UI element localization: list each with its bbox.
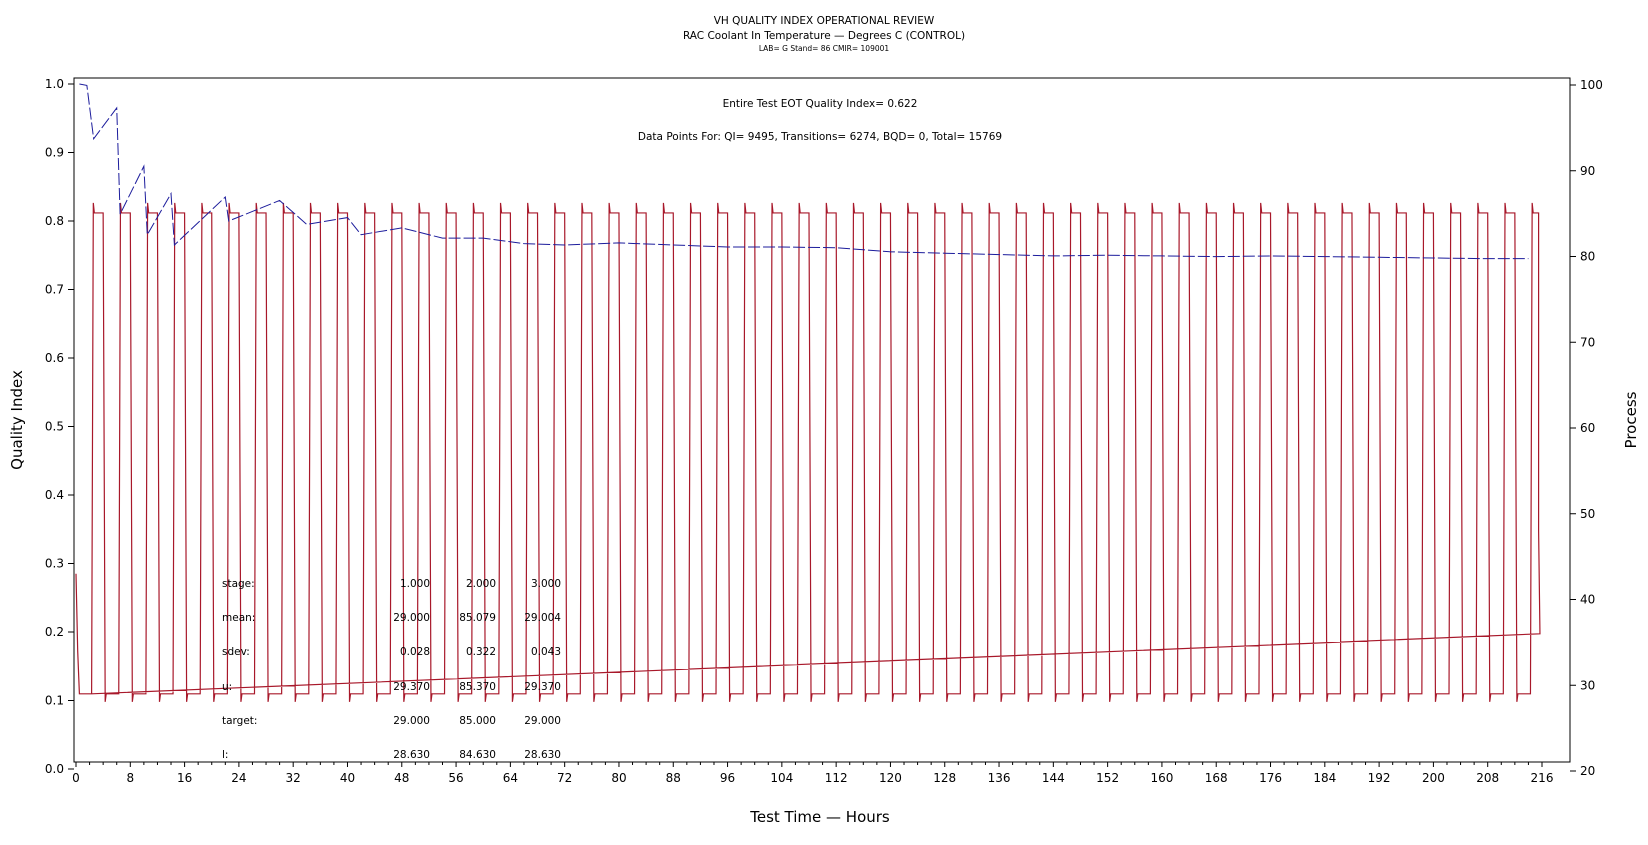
x-axis-label: Test Time — Hours: [749, 808, 890, 826]
data-points-annotation: Data Points For: QI= 9495, Transitions= …: [638, 131, 1002, 143]
y-right-tick-label: 20: [1580, 764, 1595, 778]
x-tick-label: 80: [611, 771, 626, 785]
x-tick-label: 56: [448, 771, 463, 785]
y-right-tick-label: 70: [1580, 335, 1595, 349]
stats-cell: 0.322: [466, 646, 496, 658]
stats-cell: 29.004: [524, 612, 561, 624]
x-tick-label: 144: [1042, 771, 1065, 785]
stats-row-label: l:: [222, 749, 228, 761]
y-left-tick-label: 0.3: [45, 557, 64, 571]
x-tick-label: 0: [72, 771, 80, 785]
x-tick-label: 96: [720, 771, 735, 785]
chart-subtitle: RAC Coolant In Temperature — Degrees C (…: [683, 30, 965, 42]
stats-cell: 85.079: [459, 612, 496, 624]
x-tick-label: 120: [879, 771, 902, 785]
y-right-tick-label: 50: [1580, 507, 1595, 521]
x-tick-label: 32: [286, 771, 301, 785]
x-tick-label: 72: [557, 771, 572, 785]
stats-cell: 29.370: [524, 681, 561, 693]
y-right-tick-label: 90: [1580, 164, 1595, 178]
x-tick-label: 112: [825, 771, 848, 785]
x-tick-label: 168: [1205, 771, 1228, 785]
chart-title: VH QUALITY INDEX OPERATIONAL REVIEW: [714, 15, 935, 27]
x-tick-label: 48: [394, 771, 409, 785]
y-left-tick-label: 0.5: [45, 420, 64, 434]
x-tick-label: 152: [1096, 771, 1119, 785]
stats-cell: 1.000: [400, 578, 430, 590]
stats-cell: 0.043: [531, 646, 561, 658]
stats-row-label: target:: [222, 715, 257, 727]
y-left-tick-label: 0.2: [45, 625, 64, 639]
stats-row-label: u:: [222, 681, 232, 693]
x-tick-label: 40: [340, 771, 355, 785]
stats-cell: 2.000: [466, 578, 496, 590]
y-right-tick-label: 40: [1580, 593, 1595, 607]
x-tick-label: 24: [231, 771, 246, 785]
stats-cell: 84.630: [459, 749, 496, 761]
x-tick-label: 208: [1476, 771, 1499, 785]
x-tick-label: 88: [666, 771, 681, 785]
stats-cell: 29.000: [393, 612, 430, 624]
y-left-tick-label: 0.4: [45, 488, 64, 502]
plot-frame: [73, 77, 1571, 763]
x-tick-label: 160: [1150, 771, 1173, 785]
y-axis-left: 0.0 0.1 0.2 0.3 0.4 0.5 0.6 0.7 0.8 0.9 1.0: [45, 77, 74, 776]
y-axis-right: 20 30 40 50 60 70 80 90 100: [1570, 78, 1603, 778]
x-tick-label: 200: [1422, 771, 1445, 785]
y-left-tick-label: 0.9: [45, 146, 64, 160]
stats-row-label: stage:: [222, 578, 255, 590]
chart-subtitle-2: LAB= G Stand= 86 CMIR= 109001: [759, 44, 890, 53]
stats-row-label: mean:: [222, 612, 255, 624]
quality-index-annotation: Entire Test EOT Quality Index= 0.622: [723, 98, 918, 110]
stats-cell: 28.630: [393, 749, 430, 761]
x-tick-label: 8: [126, 771, 134, 785]
stats-cell: 3.000: [531, 578, 561, 590]
x-tick-label: 184: [1313, 771, 1336, 785]
stats-cell: 29.370: [393, 681, 430, 693]
x-axis: 0 8 16 24 32 40 48 56 64 72 80 88 96 104 112 120 128 136 1…: [72, 762, 1553, 785]
y-left-tick-label: 1.0: [45, 77, 64, 91]
y-right-tick-label: 60: [1580, 421, 1595, 435]
x-tick-label: 176: [1259, 771, 1282, 785]
y-left-tick-label: 0.1: [45, 694, 64, 708]
stats-cell: 85.370: [459, 681, 496, 693]
x-tick-label: 104: [770, 771, 793, 785]
stats-table: stage: 1.000 2.000 3.000 mean: 29.000 85.079 29…: [222, 578, 561, 761]
x-tick-label: 216: [1531, 771, 1554, 785]
y-left-tick-label: 0.0: [45, 762, 64, 776]
x-tick-label: 136: [988, 771, 1011, 785]
quality-index-series: [79, 83, 1529, 260]
process-series: [75, 202, 1541, 702]
quality-index-line: [79, 83, 1529, 260]
y-left-tick-label: 0.8: [45, 214, 64, 228]
process-line: [75, 202, 1541, 702]
stats-cell: 0.028: [400, 646, 430, 658]
x-tick-label: 16: [177, 771, 192, 785]
x-tick-label: 64: [503, 771, 518, 785]
y-right-tick-label: 100: [1580, 78, 1603, 92]
stats-row-label: sdev:: [222, 646, 250, 658]
x-tick-label: 128: [933, 771, 956, 785]
y-axis-left-label: Quality Index: [8, 370, 26, 470]
y-axis-right-label: Process: [1622, 391, 1640, 448]
y-left-tick-label: 0.6: [45, 351, 64, 365]
stats-cell: 29.000: [524, 715, 561, 727]
stats-cell: 29.000: [393, 715, 430, 727]
y-left-tick-label: 0.7: [45, 283, 64, 297]
stats-cell: 28.630: [524, 749, 561, 761]
y-right-tick-label: 30: [1580, 678, 1595, 692]
y-right-tick-label: 80: [1580, 250, 1595, 264]
stats-cell: 85.000: [459, 715, 496, 727]
x-tick-label: 192: [1368, 771, 1391, 785]
